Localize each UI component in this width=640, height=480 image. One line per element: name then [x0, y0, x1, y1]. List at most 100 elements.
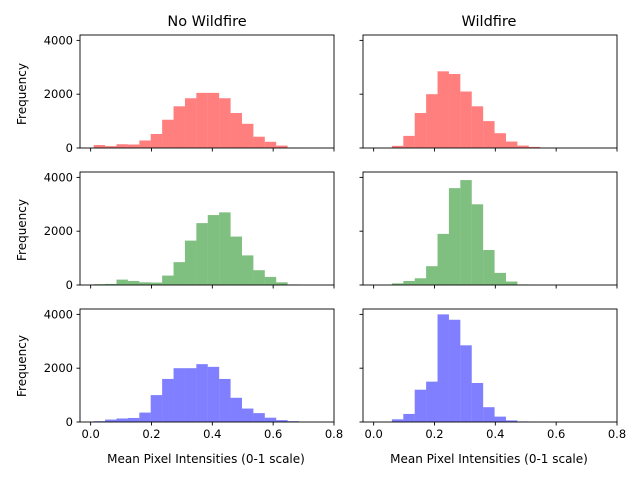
histogram-bar: [196, 92, 208, 148]
histogram-bar: [448, 319, 461, 422]
histogram-panel-2-0: 0.0 0.2 0.4 0.6 0.8 0 2000 4000: [44, 307, 343, 441]
y-axis-label-row-1: Frequency: [15, 63, 29, 125]
histogram-panel-1-0: 0 2000 4000: [44, 170, 335, 292]
histogram-bar: [471, 204, 484, 285]
histogram-bar: [116, 418, 128, 422]
histogram-bar: [460, 91, 472, 148]
histogram-bar: [230, 397, 242, 422]
column-title-wildfire: Wildfire: [462, 14, 517, 30]
x-tick-label: 0.8: [608, 427, 626, 441]
histogram-bar: [471, 382, 484, 422]
histogram-bar: [483, 407, 495, 422]
histogram-bar: [391, 419, 404, 422]
histogram-bar: [264, 141, 277, 148]
histogram-bar: [139, 140, 151, 148]
histogram-bar: [196, 364, 208, 422]
histogram-bar: [494, 272, 506, 285]
histogram-panel-0-0: 0 2000 4000: [44, 33, 335, 155]
histogram-bar: [448, 188, 461, 285]
histogram-bar: [150, 134, 163, 148]
histogram-bar: [403, 135, 415, 148]
histogram-bar: [264, 276, 277, 285]
histogram-bar: [93, 145, 106, 148]
histogram-bar: [253, 136, 265, 148]
histogram-bar: [414, 278, 427, 285]
y-tick-label: 2000: [44, 87, 73, 101]
axes-frame: [79, 34, 335, 149]
histogram-bar: [391, 283, 404, 285]
histogram-bar: [219, 212, 231, 285]
y-tick-label: 2000: [44, 361, 73, 375]
histogram-bar: [162, 378, 174, 422]
histogram-bar: [426, 381, 438, 422]
histogram-bar: [276, 420, 288, 422]
histogram-panel-0-1: [359, 34, 618, 152]
y-tick-label: 4000: [44, 170, 73, 184]
histogram-bar: [162, 275, 174, 285]
histogram-bar: [196, 223, 208, 285]
histogram-bar: [505, 420, 518, 422]
axes-frame: [362, 34, 618, 149]
histogram-bar: [230, 236, 242, 285]
histogram-bar: [483, 250, 495, 285]
x-tick-label: 0.2: [425, 427, 443, 441]
histogram-bar: [184, 98, 197, 148]
histogram-bar: [391, 145, 404, 148]
histogram-bar: [127, 144, 140, 148]
x-tick-label: 0.6: [547, 427, 565, 441]
histogram-bar: [173, 368, 185, 422]
histogram-bar: [105, 146, 117, 148]
axes-frame: [79, 308, 335, 423]
histogram-bar: [460, 345, 472, 422]
histogram-bar: [276, 282, 288, 285]
histogram-bar: [437, 71, 449, 148]
histogram-bar: [505, 141, 518, 148]
y-tick-label: 2000: [44, 224, 73, 238]
histogram-bar: [471, 106, 484, 148]
histogram-panel-1-1: [359, 171, 618, 289]
histogram-bar: [105, 283, 117, 285]
histogram-bar: [150, 282, 163, 285]
axes-frame: [362, 308, 618, 423]
histogram-bar: [264, 417, 277, 422]
histogram-panel-2-1: 0.0 0.2 0.4 0.6 0.8: [359, 308, 626, 441]
histogram-bar: [173, 262, 185, 285]
y-tick-label: 0: [66, 415, 73, 429]
histogram-bar: [460, 180, 472, 285]
histogram-bar: [403, 280, 415, 285]
histogram-bar: [241, 408, 254, 422]
histogram-bar: [494, 416, 506, 422]
x-axis-label-right: Mean Pixel Intensities (0-1 scale): [390, 452, 588, 466]
histogram-bar: [150, 395, 163, 422]
histogram-bar: [184, 240, 197, 285]
histogram-bar: [253, 270, 265, 285]
histogram-bar: [116, 144, 128, 148]
histogram-bar: [219, 98, 231, 148]
histogram-bar: [241, 255, 254, 285]
histogram-bar: [414, 389, 427, 422]
x-tick-label: 0.4: [486, 427, 504, 441]
histogram-bar: [528, 146, 541, 148]
histogram-bar: [414, 113, 427, 148]
y-tick-label: 4000: [44, 33, 73, 47]
histogram-bar: [184, 368, 197, 422]
histogram-bar: [505, 281, 518, 285]
x-tick-label: 0.4: [203, 427, 221, 441]
histogram-bar: [437, 314, 449, 422]
y-tick-label: 4000: [44, 307, 73, 321]
x-tick-label: 0.0: [365, 427, 383, 441]
histogram-bar: [139, 282, 151, 285]
histogram-bar: [207, 366, 220, 422]
histogram-bar: [230, 113, 242, 148]
axes-frame: [79, 171, 335, 286]
histogram-bar: [105, 419, 117, 422]
histogram-bar: [448, 74, 461, 148]
y-axis-label-row-2: Frequency: [15, 199, 29, 261]
histogram-bar: [494, 133, 506, 148]
histogram-bar: [173, 106, 185, 148]
histogram-bar: [241, 123, 254, 148]
axes-frame: [362, 171, 618, 286]
x-tick-label: 0.0: [82, 427, 100, 441]
histogram-bar: [127, 417, 140, 422]
